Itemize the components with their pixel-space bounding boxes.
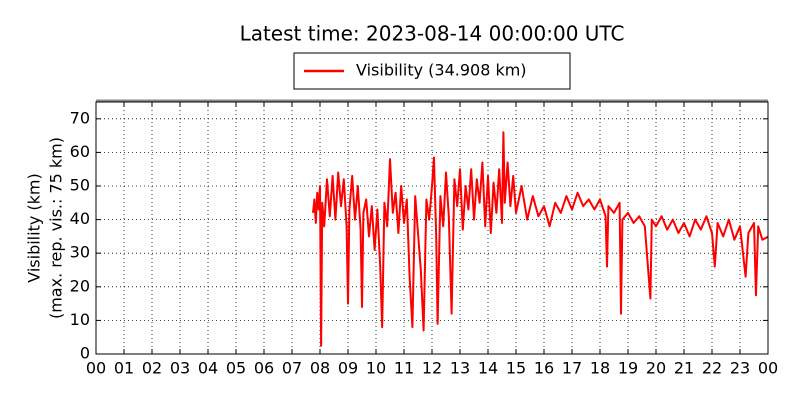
x-tick-label: 13 [450,359,470,378]
x-tick-label: 08 [310,359,330,378]
y-tick-label: 50 [70,176,90,195]
y-label-line: Visibility (km) [25,173,44,282]
x-tick-label: 12 [422,359,442,378]
data-line [312,131,769,347]
x-tick-label: 07 [282,359,302,378]
x-tick-label: 21 [674,359,694,378]
y-tick-label: 20 [70,276,90,295]
y-axis-label: Visibility (km) (max. rep. vis.: 75 km) [25,137,66,319]
legend-label: Visibility (34.908 km) [356,61,527,80]
x-tick-label: 17 [562,359,582,378]
x-tick-label: 18 [590,359,610,378]
y-tick-label: 60 [70,142,90,161]
plot-frame [95,101,769,355]
x-tick-label: 04 [198,359,218,378]
x-tick-label: 05 [226,359,246,378]
x-tick-label: 15 [506,359,526,378]
y-tick-label: 70 [70,108,90,127]
x-tick-label: 20 [646,359,666,378]
y-tick-label: 30 [70,243,90,262]
x-tick-label: 02 [142,359,162,378]
x-tick-label: 16 [534,359,554,378]
x-tick-label: 00 [758,359,778,378]
x-tick-label: 09 [338,359,358,378]
x-tick-label: 23 [730,359,750,378]
x-tick-label: 01 [114,359,134,378]
x-tick-label: 00 [86,359,106,378]
x-tick-label: 06 [254,359,274,378]
chart-title: Latest time: 2023-08-14 00:00:00 UTC [240,22,625,46]
x-tick-label: 22 [702,359,722,378]
y-tick-label: 40 [70,209,90,228]
y-label-line: (max. rep. vis.: 75 km) [47,137,66,319]
x-tick-label: 03 [170,359,190,378]
x-tick-label: 10 [366,359,386,378]
y-tick-label: 0 [80,344,90,363]
y-tick-label: 10 [70,310,90,329]
x-tick-label: 19 [618,359,638,378]
x-tick-label: 14 [478,359,498,378]
x-tick-label: 11 [394,359,414,378]
